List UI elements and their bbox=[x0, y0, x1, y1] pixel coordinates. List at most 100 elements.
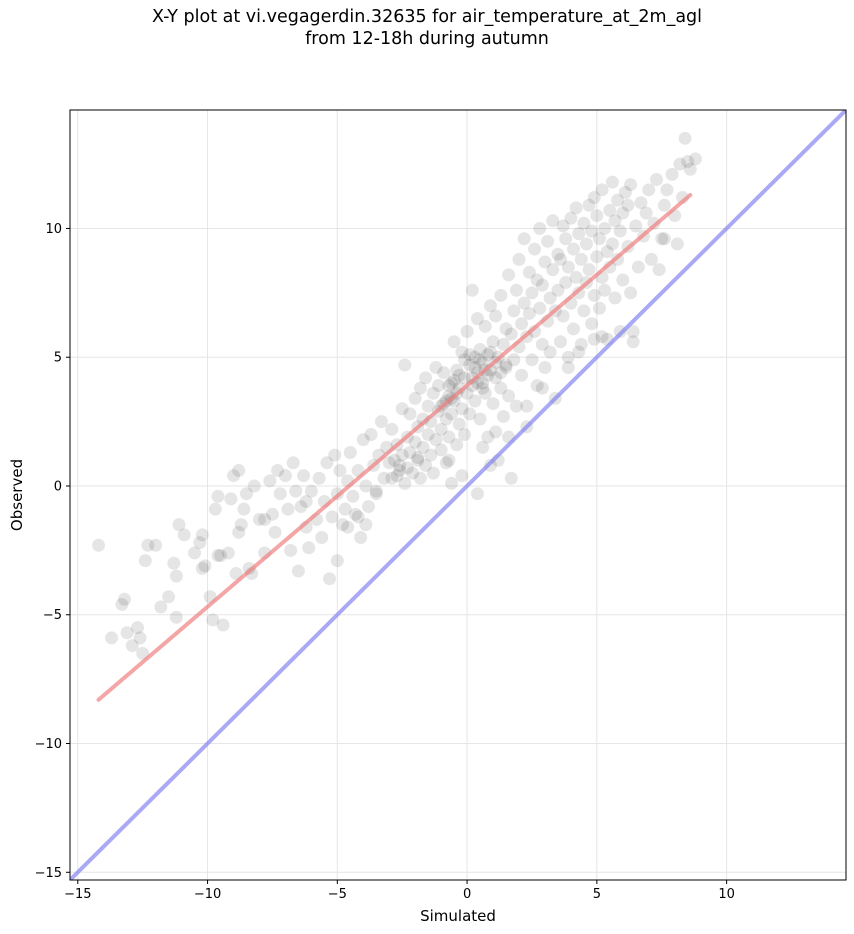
scatter-point bbox=[616, 273, 630, 287]
scatter-point bbox=[546, 263, 560, 277]
scatter-point bbox=[574, 337, 588, 351]
scatter-point bbox=[348, 507, 362, 521]
scatter-point bbox=[247, 479, 261, 493]
scatter-point bbox=[447, 335, 461, 349]
scatter-point bbox=[541, 234, 555, 248]
scatter-point bbox=[188, 546, 202, 560]
scatter-point bbox=[125, 639, 139, 653]
scatter-point bbox=[504, 327, 518, 341]
scatter-point bbox=[538, 361, 552, 375]
scatter-point bbox=[434, 443, 448, 457]
x-tick-label: −5 bbox=[328, 887, 347, 902]
scatter-point bbox=[343, 446, 357, 460]
scatter-point bbox=[489, 425, 503, 439]
scatter-point bbox=[445, 376, 459, 390]
scatter-point bbox=[118, 592, 132, 606]
scatter-point bbox=[395, 448, 409, 462]
scatter-point bbox=[338, 502, 352, 516]
scatter-point bbox=[133, 631, 147, 645]
scatter-point bbox=[463, 358, 477, 372]
chart-title: X-Y plot at vi.vegagerdin.32635 for air_… bbox=[0, 6, 854, 50]
scatter-point bbox=[603, 203, 617, 217]
scatter-point bbox=[359, 479, 373, 493]
scatter-point bbox=[483, 345, 497, 359]
scatter-point bbox=[476, 440, 490, 454]
scatter-point bbox=[670, 237, 684, 251]
scatter-point bbox=[486, 397, 500, 411]
scatter-point bbox=[393, 464, 407, 478]
scatter-point bbox=[252, 512, 266, 526]
scatter-point bbox=[569, 270, 583, 284]
scatter-point bbox=[494, 366, 508, 380]
scatter-point bbox=[429, 361, 443, 375]
scatter-point bbox=[445, 476, 459, 490]
scatter-point bbox=[385, 471, 399, 485]
scatter-point bbox=[206, 613, 220, 627]
scatter-point bbox=[613, 224, 627, 238]
scatter-point bbox=[457, 371, 471, 385]
scatter-point bbox=[291, 564, 305, 578]
scatter-point bbox=[138, 554, 152, 568]
x-tick-label: 10 bbox=[718, 887, 735, 902]
scatter-point bbox=[92, 538, 106, 552]
reference-lines bbox=[70, 110, 846, 880]
scatter-point bbox=[657, 232, 671, 246]
scatter-point bbox=[356, 433, 370, 447]
scatter-point bbox=[198, 559, 212, 573]
scatter-point bbox=[621, 198, 635, 212]
y-axis-label: Observed bbox=[8, 459, 26, 531]
scatter-point bbox=[195, 528, 209, 542]
scatter-point bbox=[502, 268, 516, 282]
scatter-point bbox=[286, 456, 300, 470]
scatter-point bbox=[520, 399, 534, 413]
scatter-point bbox=[216, 618, 230, 632]
scatter-point bbox=[470, 487, 484, 501]
scatter-point bbox=[361, 500, 375, 514]
scatter-point bbox=[468, 361, 482, 375]
scatter-point bbox=[494, 288, 508, 302]
scatter-point bbox=[543, 291, 557, 305]
y-tick-label: 10 bbox=[45, 222, 62, 237]
scatter-point bbox=[289, 484, 303, 498]
scatter-point bbox=[234, 518, 248, 532]
scatter-point bbox=[315, 530, 329, 544]
scatter-points bbox=[92, 131, 702, 660]
scatter-point bbox=[354, 530, 368, 544]
scatter-point bbox=[590, 209, 604, 223]
x-tick-label: 0 bbox=[463, 887, 471, 902]
scatter-point bbox=[403, 446, 417, 460]
scatter-point bbox=[455, 402, 469, 416]
scatter-point bbox=[515, 317, 529, 331]
scatter-point bbox=[533, 221, 547, 235]
scatter-point bbox=[320, 456, 334, 470]
scatter-point bbox=[468, 350, 482, 364]
scatter-point bbox=[278, 469, 292, 483]
scatter-point bbox=[227, 469, 241, 483]
scatter-point bbox=[608, 291, 622, 305]
chart-title-line-2: from 12-18h during autumn bbox=[305, 29, 549, 49]
scatter-point bbox=[393, 458, 407, 472]
scatter-point bbox=[377, 471, 391, 485]
scatter-point bbox=[489, 309, 503, 323]
scatter-point bbox=[211, 549, 225, 563]
scatter-point bbox=[406, 466, 420, 480]
scatter-point bbox=[130, 621, 144, 635]
grid bbox=[70, 110, 846, 880]
scatter-point bbox=[452, 368, 466, 382]
scatter-point bbox=[455, 345, 469, 359]
scatter-point bbox=[535, 381, 549, 395]
scatter-point bbox=[457, 427, 471, 441]
scatter-point bbox=[525, 353, 539, 367]
scatter-point bbox=[328, 448, 342, 462]
scatter-point bbox=[556, 309, 570, 323]
scatter-point bbox=[585, 317, 599, 331]
scatter-point bbox=[302, 541, 316, 555]
scatter-point bbox=[465, 371, 479, 385]
scatter-point bbox=[650, 173, 664, 187]
scatter-point bbox=[411, 453, 425, 467]
scatter-point bbox=[592, 301, 606, 315]
scatter-point bbox=[626, 335, 640, 349]
scatter-point bbox=[239, 487, 253, 501]
scatter-point bbox=[556, 219, 570, 233]
scatter-point bbox=[515, 368, 529, 382]
